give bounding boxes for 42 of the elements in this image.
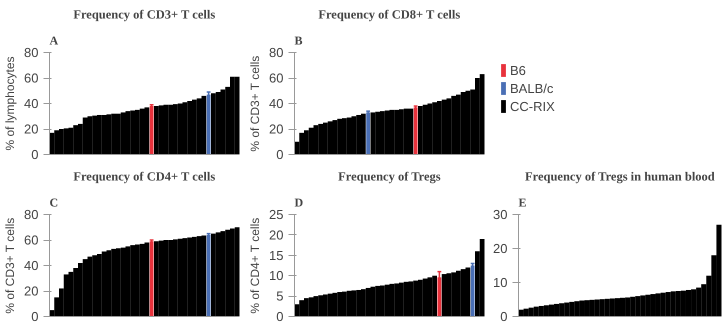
chart-title: Frequency of CD4+ T cells: [73, 170, 216, 184]
y-tick-label: 10: [269, 268, 284, 284]
y-tick-label: 0: [500, 309, 508, 324]
text: E: [518, 196, 527, 210]
y-tick-label: 25: [269, 207, 284, 222]
y-tick-label: 40: [269, 96, 284, 111]
y-tick-label: 60: [269, 70, 284, 86]
y-tick-label: 80: [24, 207, 39, 222]
y-tick-label: 0: [276, 309, 284, 324]
text: C: [50, 196, 58, 210]
legend-label: CC-RIX: [510, 98, 555, 114]
legend-label: B6: [510, 62, 527, 78]
text: B: [294, 34, 303, 48]
y-tick-label: 15: [269, 248, 284, 263]
y-tick-label: 0: [276, 147, 284, 162]
y-tick-label: 0: [31, 309, 39, 324]
y-axis-title: % of lymphocytes: [3, 56, 18, 151]
y-tick-label: 10: [493, 275, 508, 290]
y-tick-label: 20: [269, 227, 284, 242]
y-tick-label: 5: [276, 288, 284, 304]
y-tick-label: 30: [493, 207, 508, 222]
legend-label: BALB/c: [510, 80, 554, 96]
y-tick-label: 40: [24, 258, 39, 273]
y-tick-label: 20: [24, 122, 39, 136]
y-tick-label: 80: [24, 45, 39, 60]
chart-title: Frequency of Tregs: [338, 170, 441, 184]
y-axis-title: % of CD4+ T cells: [248, 218, 262, 314]
y-axis-title: % of CD3+ T cells: [3, 218, 18, 314]
text: D: [294, 196, 304, 210]
text: A: [50, 34, 58, 48]
chart-title: Frequency of Tregs in human blood: [525, 170, 715, 184]
y-tick-label: 20: [269, 122, 284, 136]
y-tick-label: 60: [24, 70, 39, 86]
chart-title: Frequency of CD8+ T cells: [318, 8, 460, 22]
y-tick-label: 80: [269, 45, 284, 60]
y-tick-label: 20: [493, 241, 508, 256]
y-tick-label: 20: [24, 284, 39, 298]
y-axis-title: % of CD3+ T cells: [248, 56, 262, 152]
y-tick-label: 0: [31, 147, 39, 162]
chart-title: Frequency of CD3+ T cells: [73, 8, 216, 22]
y-tick-label: 60: [24, 232, 39, 248]
y-tick-label: 40: [24, 96, 39, 111]
